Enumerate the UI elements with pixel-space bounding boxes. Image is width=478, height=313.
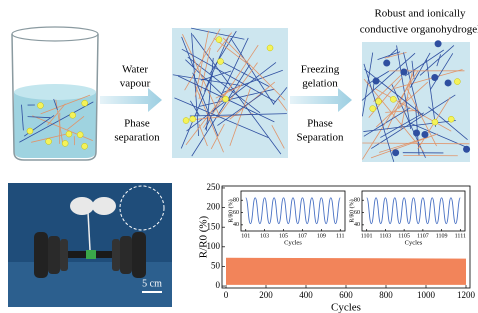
ion-particle <box>62 140 68 146</box>
ion-particle <box>27 128 33 134</box>
ion-particle <box>267 45 273 51</box>
step-label: Phase <box>124 118 150 130</box>
ion-particle <box>190 116 196 122</box>
crosslink-node <box>421 131 428 138</box>
x-tick-label: 0 <box>224 290 229 300</box>
ion-particle <box>390 96 396 102</box>
crosslink-node <box>392 149 399 156</box>
ion-particle <box>77 132 83 138</box>
y-axis-label: R/R0 (%) <box>348 199 355 222</box>
crosslink-node <box>435 40 442 47</box>
ion-particle <box>183 118 189 124</box>
figure: Robust and ionically conductive organohy… <box>0 0 478 313</box>
step-label: gelation <box>302 78 338 90</box>
data-band <box>226 258 466 285</box>
step-label: separation <box>114 132 160 144</box>
step-label: Water <box>122 64 148 76</box>
ion-particle <box>223 96 229 102</box>
process-arrow <box>100 88 162 112</box>
crosslink-node <box>463 146 470 153</box>
ion-particle <box>66 131 72 137</box>
x-tick-label: 1111 <box>455 233 466 239</box>
x-axis-label: Cycles <box>331 302 361 313</box>
ion-particle <box>432 119 438 125</box>
x-tick-label: 1101 <box>361 233 373 239</box>
crosslink-node <box>400 68 407 75</box>
step-label: Separation <box>296 132 344 144</box>
ion-particle <box>37 103 43 109</box>
ion-particle <box>46 138 52 144</box>
y-axis-label: R/R0 (%) <box>198 215 210 258</box>
y-tick-label: 200 <box>207 202 221 212</box>
ion-particle <box>216 37 222 43</box>
x-axis-label: Cycles <box>405 239 423 246</box>
plot-frame <box>362 191 465 231</box>
x-axis-label: Cycles <box>284 239 302 246</box>
x-tick-label: 1109 <box>436 233 448 239</box>
x-tick-label: 1103 <box>380 233 392 239</box>
beaker <box>12 27 98 160</box>
x-tick-label: 200 <box>259 290 273 300</box>
ion-particle <box>448 116 454 122</box>
x-tick-label: 600 <box>339 290 353 300</box>
scale-bar-label: 5 cm <box>142 278 162 289</box>
x-tick-label: 101 <box>241 233 250 239</box>
step-label: Freezing <box>301 64 340 76</box>
crosslink-node <box>445 79 452 86</box>
x-tick-label: 1200 <box>457 290 476 300</box>
x-tick-label: 107 <box>298 233 307 239</box>
y-tick-label: 0 <box>216 280 221 290</box>
x-tick-label: 111 <box>336 233 345 239</box>
step-label: vapour <box>120 78 151 90</box>
ion-particle <box>82 100 88 106</box>
crosslink-node <box>373 78 380 85</box>
x-tick-label: 103 <box>260 233 269 239</box>
y-tick-label: 50 <box>211 260 221 270</box>
title-line: conductive organohydrogel <box>360 24 478 36</box>
crosslink-node <box>383 60 390 67</box>
x-tick-label: 1000 <box>417 290 436 300</box>
step-label: Phase <box>307 118 333 130</box>
ion-particle <box>454 79 460 85</box>
x-tick-label: 109 <box>317 233 326 239</box>
x-tick-label: 1107 <box>417 233 429 239</box>
title-line: Robust and ionically <box>374 8 466 20</box>
ion-particle <box>70 112 76 118</box>
process-arrow <box>290 88 352 112</box>
y-axis-label: R/R0 (%) <box>227 199 234 222</box>
y-tick-label: 250 <box>207 182 221 192</box>
x-tick-label: 400 <box>299 290 313 300</box>
ion-particle <box>376 98 382 104</box>
crosslink-node <box>431 74 438 81</box>
ion-particle <box>82 143 88 149</box>
x-tick-label: 800 <box>379 290 393 300</box>
ion-particle <box>217 58 223 64</box>
x-tick-label: 1105 <box>398 233 410 239</box>
x-tick-label: 105 <box>279 233 288 239</box>
ion-particle <box>370 106 376 112</box>
crosslink-node <box>413 130 420 137</box>
plot-frame <box>241 191 345 231</box>
